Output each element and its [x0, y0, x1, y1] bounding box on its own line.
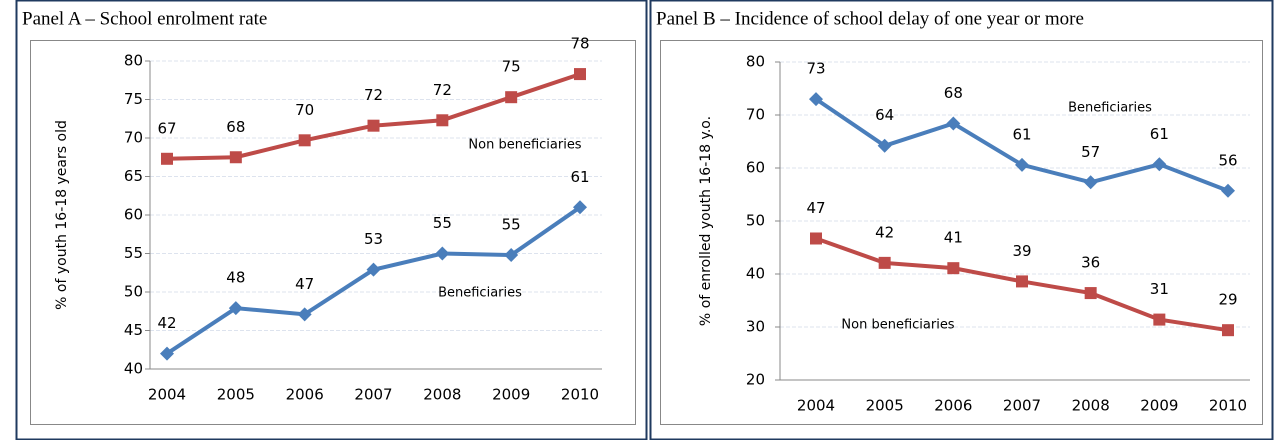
data-label: 29: [1218, 291, 1237, 309]
y-tick-label: 40: [746, 265, 765, 283]
data-label: 67: [157, 119, 176, 137]
y-tick-label: 70: [124, 129, 143, 147]
x-tick-label: 2006: [934, 397, 972, 415]
marker: [366, 262, 381, 277]
y-tick-label: 65: [124, 167, 143, 185]
y-tick-label: 80: [746, 53, 765, 71]
x-tick-label: 2008: [1072, 397, 1110, 415]
y-tick-label: 30: [746, 318, 765, 336]
x-tick-label: 2007: [1003, 397, 1041, 415]
data-label: 36: [1081, 254, 1100, 272]
y-tick-label: 60: [124, 206, 143, 224]
data-label: 47: [295, 275, 314, 293]
data-label: 53: [364, 230, 383, 248]
data-label: 48: [226, 269, 245, 287]
series-label: Beneficiaries: [438, 286, 522, 301]
marker: [228, 301, 243, 316]
marker: [946, 116, 961, 131]
data-label: 55: [433, 214, 452, 232]
data-label: 61: [570, 168, 589, 186]
chart-title: Panel A – School enrolment rate: [22, 8, 267, 29]
marker: [505, 91, 518, 104]
marker: [367, 119, 380, 132]
marker: [1153, 313, 1166, 326]
marker: [1221, 183, 1235, 198]
data-label: 70: [295, 101, 314, 119]
data-label: 78: [570, 35, 589, 53]
marker: [947, 262, 960, 275]
y-tick-label: 55: [124, 244, 143, 262]
x-tick-label: 2009: [1140, 397, 1178, 415]
data-label: 64: [875, 106, 894, 124]
marker: [573, 200, 587, 215]
x-tick-label: 2007: [354, 386, 392, 404]
data-label: 72: [433, 81, 452, 99]
data-label: 42: [157, 314, 176, 332]
marker: [809, 92, 823, 107]
marker: [877, 138, 892, 153]
marker: [298, 134, 311, 147]
x-tick-label: 2010: [561, 386, 599, 404]
y-tick-label: 70: [746, 106, 765, 124]
y-tick-label: 80: [124, 52, 143, 70]
series-label: Non beneficiaries: [468, 138, 581, 153]
x-tick-label: 2010: [1209, 397, 1247, 415]
data-label: 42: [875, 223, 894, 241]
data-label: 57: [1081, 143, 1100, 161]
marker: [160, 346, 174, 361]
marker: [435, 246, 450, 261]
x-tick-label: 2004: [148, 386, 186, 404]
series-label: Non beneficiaries: [841, 318, 954, 333]
y-tick-label: 60: [746, 159, 765, 177]
data-label: 47: [806, 199, 825, 217]
y-axis-label: % of enrolled youth 16-18 y.o.: [698, 116, 714, 326]
x-tick-label: 2004: [797, 397, 835, 415]
y-tick-label: 40: [124, 360, 143, 378]
data-label: 73: [806, 60, 825, 78]
y-tick-label: 50: [746, 212, 765, 230]
marker: [297, 307, 312, 322]
y-tick-label: 45: [124, 321, 143, 339]
marker: [436, 114, 449, 127]
data-label: 56: [1218, 151, 1237, 169]
chart-frame: [660, 40, 1263, 425]
data-label: 55: [502, 216, 521, 234]
x-tick-label: 2009: [492, 386, 530, 404]
x-tick-label: 2005: [866, 397, 904, 415]
x-tick-label: 2008: [423, 386, 461, 404]
marker: [161, 152, 173, 165]
data-label: 68: [226, 118, 245, 136]
marker: [1083, 175, 1098, 190]
marker: [1084, 287, 1097, 300]
data-label: 31: [1150, 280, 1169, 298]
y-tick-label: 50: [124, 283, 143, 301]
x-tick-label: 2006: [286, 386, 324, 404]
marker: [1152, 157, 1167, 172]
marker: [878, 256, 891, 269]
x-tick-label: 2005: [217, 386, 255, 404]
y-tick-label: 20: [746, 371, 765, 389]
marker: [1016, 275, 1028, 288]
data-label: 75: [502, 58, 521, 76]
data-label: 61: [1012, 125, 1031, 143]
y-axis-label: % of youth 16-18 years old: [54, 120, 70, 310]
data-label: 61: [1150, 125, 1169, 143]
chart-frame: [30, 40, 636, 425]
series-label: Beneficiaries: [1068, 101, 1152, 116]
marker: [1015, 157, 1029, 172]
marker: [504, 248, 519, 263]
marker: [1222, 324, 1234, 337]
chart-title: Panel B – Incidence of school delay of o…: [656, 8, 1084, 29]
marker: [574, 68, 586, 81]
y-tick-label: 75: [124, 90, 143, 108]
data-label: 41: [944, 229, 963, 247]
marker: [229, 151, 242, 164]
data-label: 72: [364, 86, 383, 104]
data-label: 39: [1012, 242, 1031, 260]
data-label: 68: [944, 84, 963, 102]
marker: [810, 232, 822, 245]
